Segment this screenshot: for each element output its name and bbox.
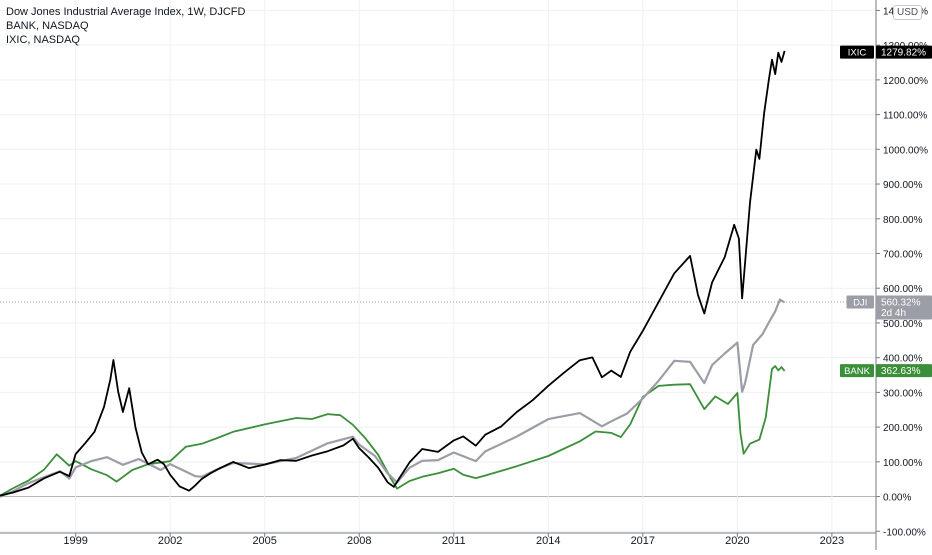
price-tag-countdown-dji: 2d 4h <box>881 308 906 319</box>
price-tag-value-bg-dji <box>876 295 932 320</box>
y-tick-label: 1200.00% <box>883 76 928 87</box>
series-line-bank <box>0 365 786 497</box>
grid-layer <box>0 0 876 533</box>
y-tick-label: 500.00% <box>883 319 923 330</box>
y-tick-label: -100.00% <box>883 527 926 538</box>
y-tick-label: 1000.00% <box>883 145 928 156</box>
price-tag-name-bg-bank <box>840 364 874 378</box>
legend-bank-symbol[interactable]: BANK, NASDAQ <box>6 20 89 32</box>
x-tick-label: 2002 <box>158 535 182 547</box>
price-tag-name-bg-ixic <box>840 45 874 59</box>
y-tick-label: 700.00% <box>883 249 923 260</box>
x-tick-label: 2014 <box>536 535 560 547</box>
legend-ixic-symbol[interactable]: IXIC, NASDAQ <box>6 34 80 46</box>
y-tick-label: 100.00% <box>883 458 923 469</box>
x-tick-label: 2020 <box>725 535 749 547</box>
y-tick-label: 300.00% <box>883 388 923 399</box>
series-layer <box>0 50 786 498</box>
price-tag-value-ixic: 1279.82% <box>881 48 926 59</box>
y-tick-label: 200.00% <box>883 423 923 434</box>
series-line-dji <box>0 298 786 498</box>
price-tag-name-bg-dji <box>846 295 874 309</box>
price-tag-name-dji: DJI <box>853 297 867 308</box>
price-tag-value-dji: 560.32% <box>881 297 921 308</box>
x-tick-label: 2008 <box>347 535 371 547</box>
y-tick-label: 800.00% <box>883 215 923 226</box>
x-tick-label: 2011 <box>442 535 466 547</box>
y-tick-label: 1100.00% <box>883 111 927 122</box>
x-tick-label: 2023 <box>820 535 844 547</box>
currency-button[interactable]: USD <box>893 5 923 20</box>
x-tick-label: 2005 <box>252 535 276 547</box>
series-line-ixic <box>0 50 786 497</box>
y-tick-label: 400.00% <box>883 354 923 365</box>
price-tag-name-bank: BANK <box>844 366 871 377</box>
price-tag-value-bank: 362.63% <box>881 366 921 377</box>
price-label-layer: IXIC 1279.82% DJI 560.32%2d 4h BANK 362.63% <box>840 45 932 378</box>
x-tick-label: 1999 <box>63 535 87 547</box>
legend-main-symbol[interactable]: Dow Jones Industrial Average Index, 1W, … <box>6 6 246 18</box>
legend: Dow Jones Industrial Average Index, 1W, … <box>6 5 245 47</box>
price-tag-value-bg-bank <box>876 364 932 378</box>
x-tick-label: 2017 <box>631 535 655 547</box>
price-tag-value-bg-ixic <box>876 45 932 59</box>
y-tick-label: 600.00% <box>883 284 923 295</box>
y-tick-label: 900.00% <box>883 180 923 191</box>
y-tick-label: 0.00% <box>883 493 911 504</box>
price-tag-name-ixic: IXIC <box>848 48 867 59</box>
